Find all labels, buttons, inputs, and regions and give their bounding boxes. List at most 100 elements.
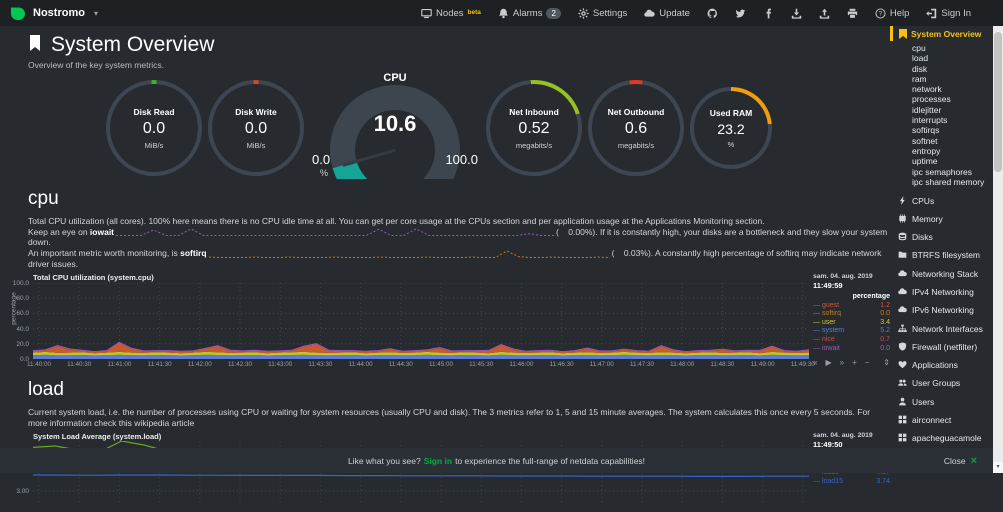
nav-twitter[interactable] — [735, 8, 746, 19]
signin-link[interactable]: Sign in — [423, 455, 453, 466]
sidebar-item-system-overview[interactable]: System Overview — [890, 26, 993, 41]
nav-update[interactable]: Update — [644, 8, 690, 19]
twitter-icon — [735, 8, 746, 19]
gauge-net-outbound[interactable]: Net Outbound 0.6 megabits/s — [588, 80, 684, 176]
nav-label: Alarms — [512, 7, 543, 19]
banner-text-post: to experience the full-range of netdata … — [455, 455, 646, 466]
gauge-used-ram[interactable]: Used RAM 23.2 % — [690, 87, 772, 169]
nav-github[interactable] — [707, 8, 718, 19]
sidebar-item-btrfs-filesystem[interactable]: BTRFS filesystem — [896, 247, 993, 265]
x-tick-label: 11:41:30 — [147, 361, 172, 368]
scrollbar-down-arrow[interactable]: ▾ — [993, 462, 1003, 473]
grid-icon — [898, 433, 908, 445]
section-heading-cpu: cpu — [28, 188, 59, 209]
hostname-menu[interactable]: Nostromo ▾ — [10, 6, 98, 21]
nav-print[interactable] — [847, 8, 858, 19]
nav-nodes[interactable]: Nodes beta — [421, 8, 481, 19]
display-icon — [421, 8, 432, 19]
sidebar-subitem-softirqs[interactable]: softirqs — [912, 125, 940, 136]
folder-icon — [898, 250, 908, 262]
sidebar-subitem-idlejitter[interactable]: idlejitter — [912, 104, 942, 115]
chip-icon — [898, 214, 908, 226]
gauge-value: 23.2 — [717, 120, 745, 137]
gauge-unit: megabits/s — [515, 140, 553, 150]
sidebar-item-network-interfaces[interactable]: Network Interfaces — [896, 320, 993, 338]
sidebar-subitem-interrupts[interactable]: interrupts — [912, 115, 948, 126]
x-tick-label: 11:42:30 — [227, 361, 253, 368]
sidebar-item-user-groups[interactable]: User Groups — [896, 375, 993, 393]
nav-label: Sign In — [941, 7, 971, 19]
cloud-icon — [898, 305, 908, 317]
sidebar-item-cpus[interactable]: CPUs — [896, 192, 993, 210]
zoom-out-icon[interactable]: − — [864, 358, 870, 368]
scrollbar-thumb[interactable] — [994, 32, 1002, 172]
gauge-value: 10.6 — [373, 111, 417, 136]
sidebar-subitem-ipc-shared-memory[interactable]: ipc shared memory — [912, 176, 985, 187]
sidebar-subitem-processes[interactable]: processes — [912, 94, 951, 105]
sidebar-item-apacheguacamole[interactable]: apacheguacamole — [896, 430, 993, 448]
sidebar-item-memory[interactable]: Memory — [896, 210, 993, 228]
x-tick-label: 11:44:00 — [348, 361, 373, 368]
sidebar-subitem-ipc-semaphores[interactable]: ipc semaphores — [912, 166, 973, 177]
load-chart-title: System Load Average (system.load) — [33, 432, 162, 441]
legend-series-load15[interactable]: — load15 3.74 — [813, 478, 890, 487]
pan-right-icon[interactable]: » — [839, 358, 845, 368]
nav-signin[interactable]: Sign In — [926, 8, 971, 19]
gauge-disk-write[interactable]: Disk Write 0.0 MiB/s — [208, 80, 304, 176]
legend-series-iowait[interactable]: — iowait 0.0 — [813, 345, 890, 354]
sidebar-item-networking-stack[interactable]: Networking Stack — [896, 265, 993, 283]
nav-help[interactable]: ? Help — [875, 7, 910, 19]
sidebar-item-ipv6-networking[interactable]: IPv6 Networking — [896, 302, 993, 320]
sidebar-item-disks[interactable]: Disks — [896, 229, 993, 247]
sidebar-subitem-uptime[interactable]: uptime — [912, 156, 938, 167]
nav-export-snapshot[interactable] — [791, 8, 802, 19]
legend-series-system[interactable]: — system 5.2 — [813, 327, 890, 336]
legend-series-guest[interactable]: — guest 1.2 — [813, 302, 890, 311]
chart-legend: sam. 04. aug. 2019 11:49:59 percentage — gu… — [813, 273, 890, 367]
banner-close-button[interactable]: Close × — [943, 454, 977, 467]
sidebar-item-applications[interactable]: Applications — [896, 357, 993, 375]
x-tick-label: 11:49:30 — [790, 361, 815, 368]
sidebar-subitem-entropy[interactable]: entropy — [912, 145, 941, 156]
gauge-disk-read[interactable]: Disk Read 0.0 MiB/s — [106, 80, 202, 176]
legend-date: sam. 04. aug. 2019 — [813, 432, 873, 439]
pan-left-icon[interactable]: « — [813, 358, 818, 368]
gauge-net-inbound[interactable]: Net Inbound 0.52 megabits/s — [486, 80, 582, 176]
sidebar-subitem-disk[interactable]: disk — [912, 63, 928, 74]
cpu-chart: Total CPU utilization (system.cpu) perce… — [0, 273, 891, 369]
nav-alarms[interactable]: Alarms 2 — [498, 7, 561, 19]
sidebar-item-airconnect[interactable]: airconnect — [896, 412, 993, 430]
github-icon — [707, 8, 718, 19]
shield-icon — [898, 342, 908, 354]
y-tick-label: 60.0 — [16, 310, 29, 318]
gear-icon — [578, 7, 589, 19]
legend-series-name: — user — [813, 318, 836, 326]
cpu-plot-area[interactable] — [33, 283, 809, 359]
legend-series-user[interactable]: — user 3.4 — [813, 319, 890, 328]
user-icon — [898, 397, 908, 409]
x-tick-label: 11:46:00 — [509, 361, 534, 368]
legend-series-nice[interactable]: — nice 0.7 — [813, 336, 890, 345]
sidebar-item-ipv4-networking[interactable]: IPv4 Networking — [896, 284, 993, 302]
nav-settings[interactable]: Settings — [578, 8, 627, 19]
scrollbar[interactable]: ▾ — [993, 26, 1003, 473]
zoom-in-icon[interactable]: + — [852, 358, 857, 368]
sidebar-subitem-cpu[interactable]: cpu — [912, 43, 926, 53]
legend-series-name: — guest — [813, 301, 840, 309]
sidebar-item-users[interactable]: Users — [896, 393, 993, 411]
sidebar-subitem-softnet[interactable]: softnet — [912, 135, 938, 146]
sidebar-subitem-load[interactable]: load — [912, 53, 929, 64]
resize-icon[interactable]: ⇕ — [883, 358, 890, 368]
legend-series-softirq[interactable]: — softirq 0.0 — [813, 310, 890, 319]
x-tick-label: 11:48:00 — [670, 361, 695, 368]
sidebar-subitem-ram[interactable]: ram — [912, 73, 927, 84]
gauge-cpu[interactable]: CPU 10.6 0.0 100.0 % — [310, 72, 480, 179]
play-icon[interactable]: ▶ — [825, 358, 832, 368]
nav-import-snapshot[interactable] — [819, 8, 830, 19]
facebook-icon — [763, 8, 774, 19]
sidebar-subitem-network[interactable]: network — [912, 84, 942, 95]
nav-facebook[interactable] — [763, 8, 774, 19]
sidebar-item-firewall-netfilter-[interactable]: Firewall (netfilter) — [896, 338, 993, 356]
x-tick-label: 11:48:30 — [710, 361, 735, 368]
nav-label: Help — [889, 7, 910, 19]
